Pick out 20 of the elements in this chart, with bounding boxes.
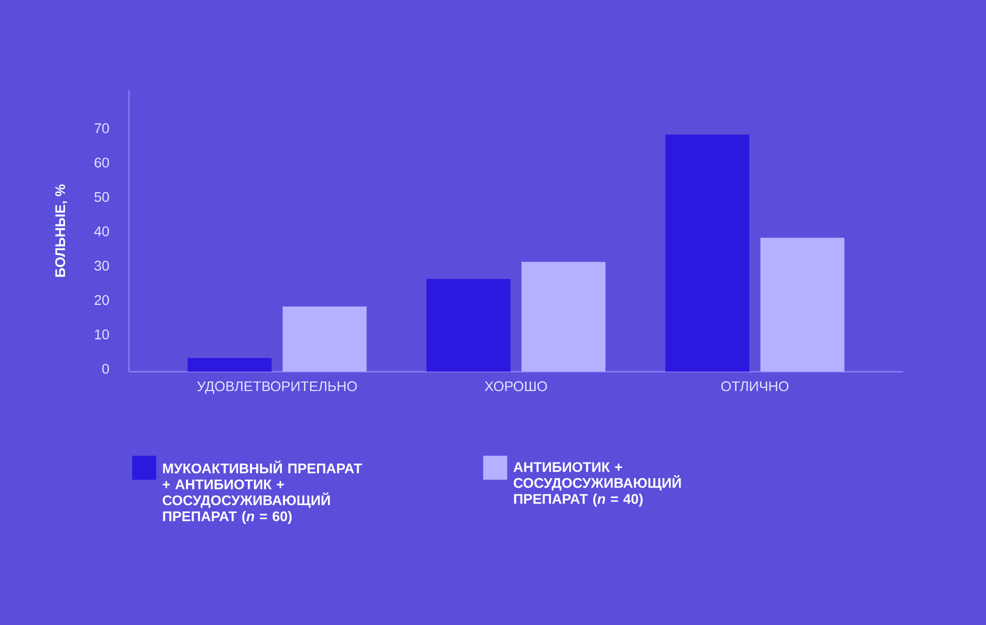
x-tick-label: ОТЛИЧНО bbox=[721, 381, 788, 392]
bar bbox=[665, 134, 750, 372]
bar bbox=[760, 238, 844, 372]
y-tick-label: 70 bbox=[94, 123, 109, 134]
bar bbox=[188, 358, 272, 372]
legend-label: МУКОАКТИВНЫЙ ПРЕПАРАТ + АНТИБИОТИК + СОСУДОСУЖИВАЮЩИЙ ПРЕПАРАТ (n = 60) bbox=[162, 460, 362, 524]
legend-label: АНТИБИОТИК + СОСУДОСУЖИВАЮЩИЙ ПРЕПАРАТ (n = 40) bbox=[514, 462, 681, 507]
y-tick-label: 10 bbox=[95, 329, 109, 340]
bar bbox=[426, 278, 511, 372]
bar bbox=[522, 262, 606, 372]
y-tick-label: 50 bbox=[94, 192, 109, 202]
y-tick-label: 60 bbox=[94, 158, 109, 168]
y-tick-label: 20 bbox=[94, 295, 109, 305]
y-tick-label: 0 bbox=[102, 364, 109, 374]
x-tick-label: ХОРОШО bbox=[484, 381, 547, 392]
y-axis-title: БОЛЬНЫЕ, % bbox=[55, 184, 68, 277]
x-tick-label: УДОВЛЕТВОРИТЕЛЬНО bbox=[197, 381, 357, 394]
y-tick-label: 40 bbox=[94, 226, 109, 236]
bar bbox=[282, 306, 367, 372]
y-tick-label: 30 bbox=[94, 260, 109, 271]
